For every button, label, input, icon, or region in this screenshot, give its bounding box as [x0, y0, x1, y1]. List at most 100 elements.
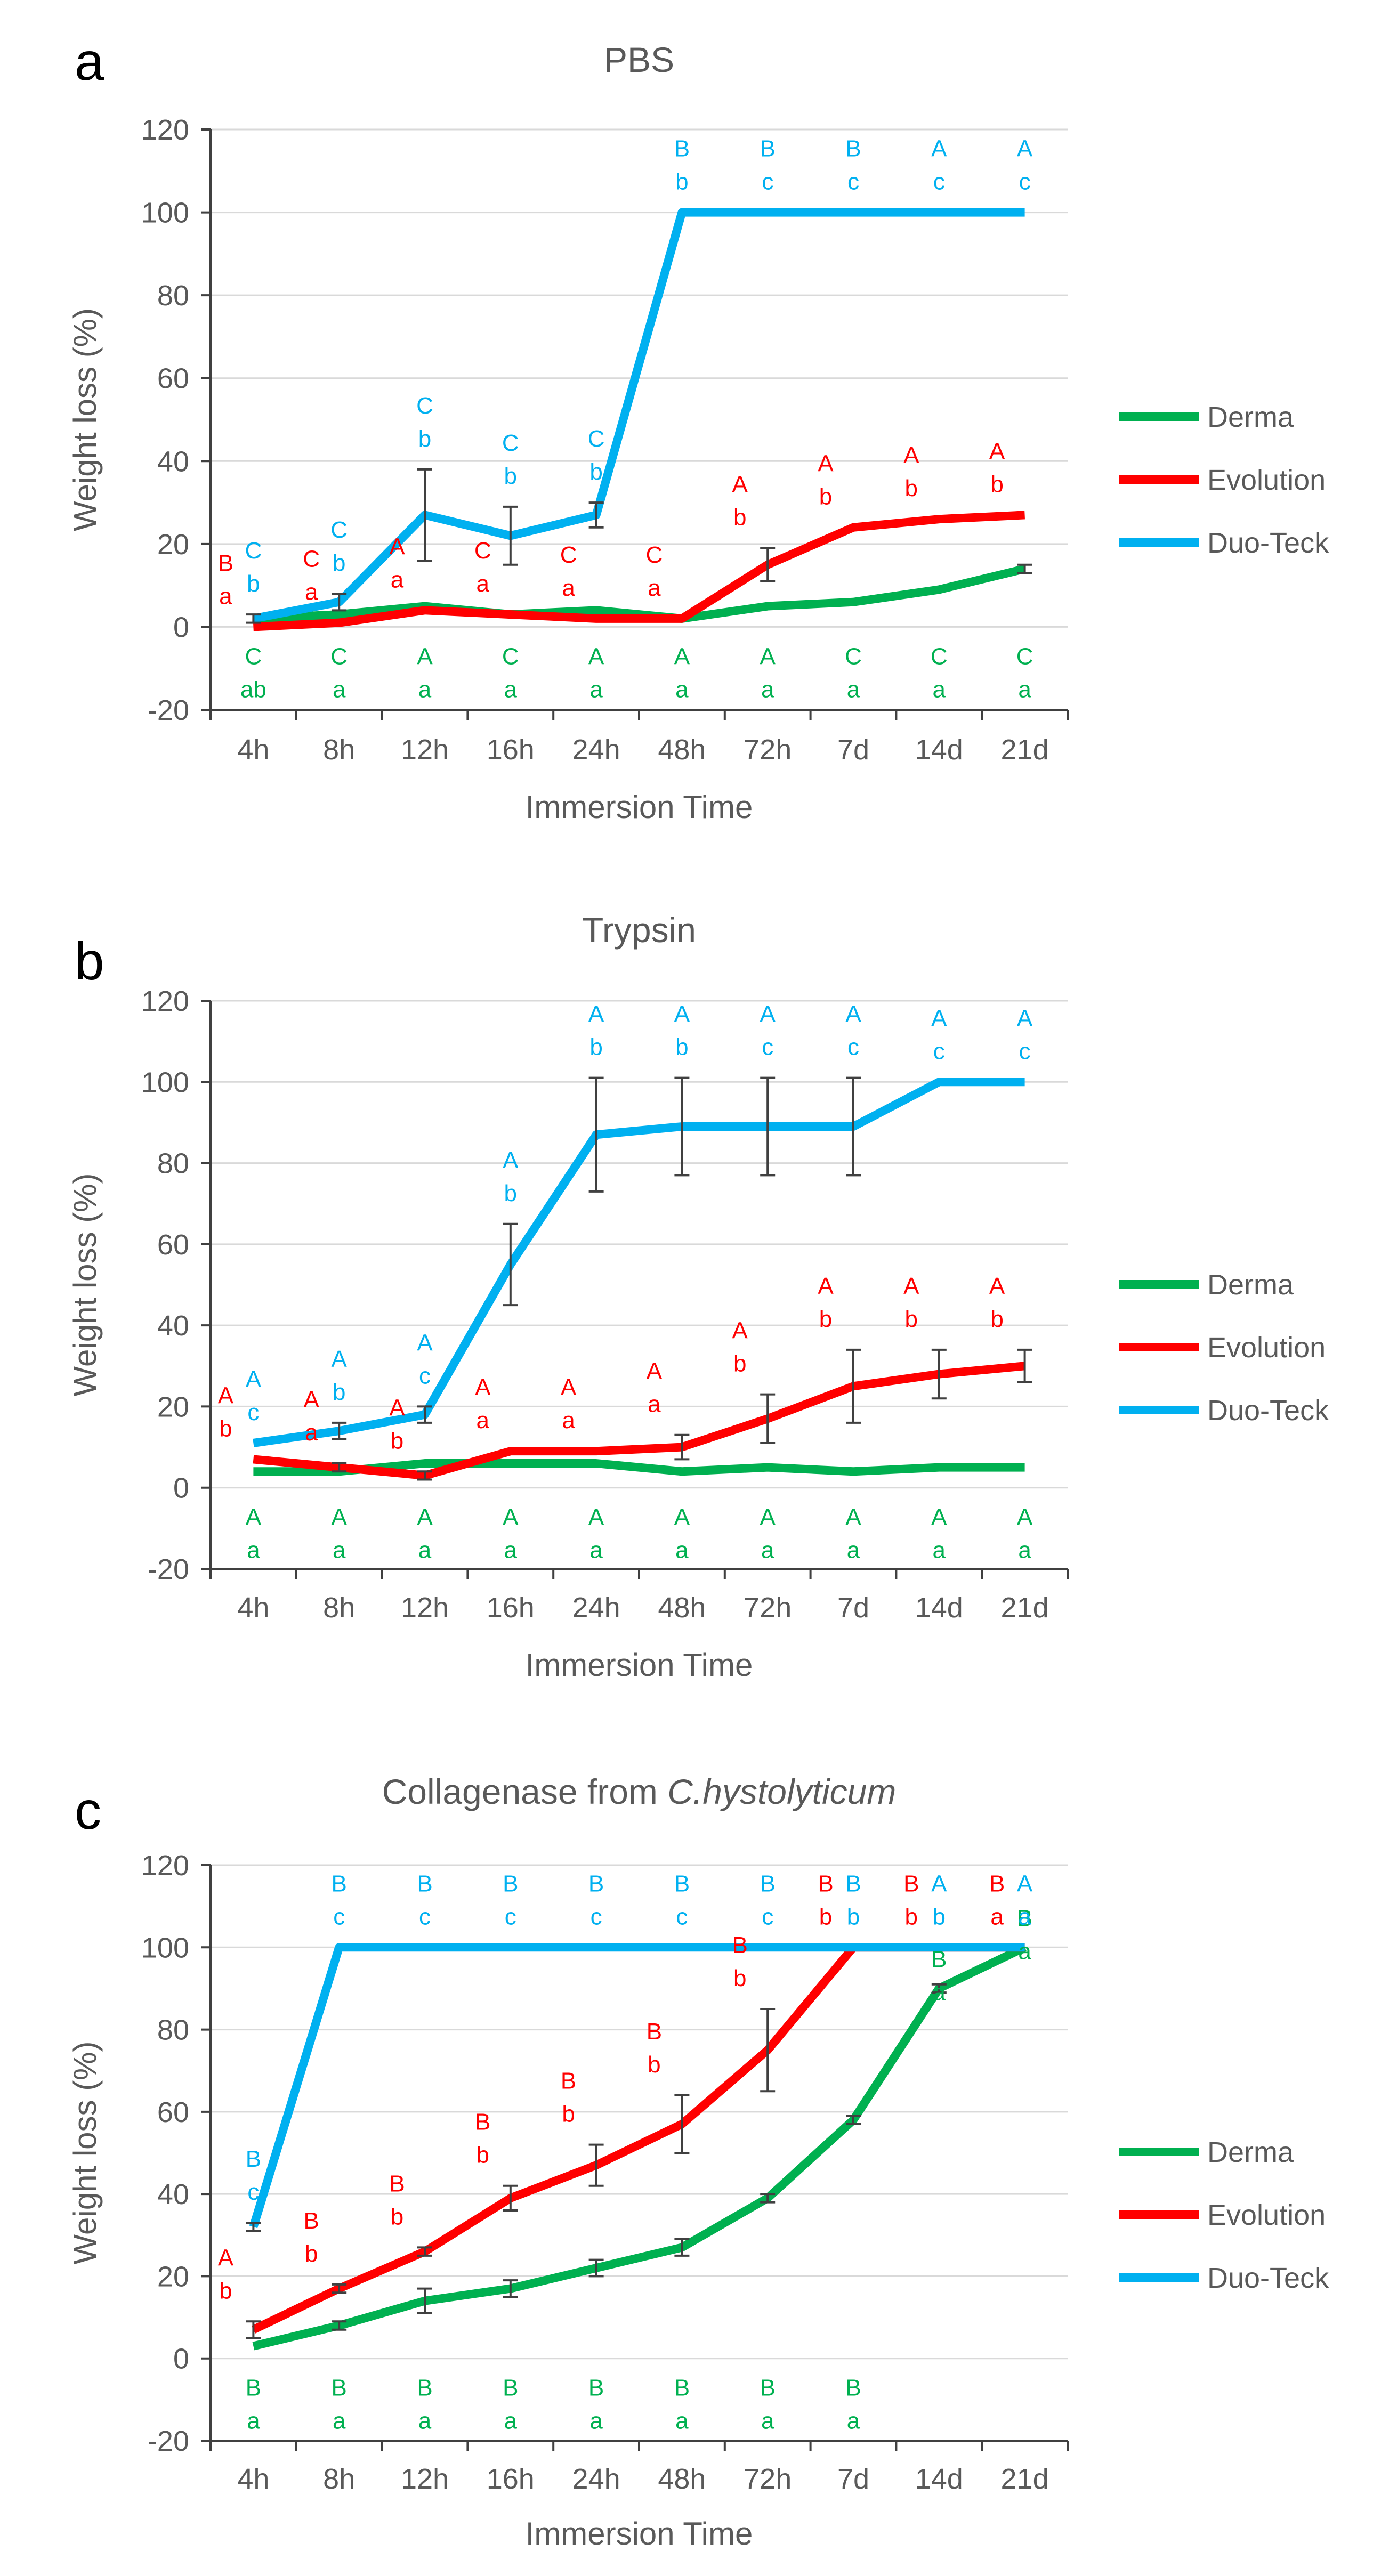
data-point-derma — [939, 1467, 940, 1468]
significance-label-lower: a — [1018, 1938, 1031, 1964]
panel-letter: a — [75, 32, 104, 92]
significance-label-upper: B — [246, 2146, 261, 2172]
significance-label-lower: b — [247, 571, 260, 597]
y-axis-label: Weight loss (%) — [67, 1173, 103, 1396]
data-point-duo-teck — [253, 1443, 254, 1444]
significance-label-upper: B — [332, 2375, 347, 2401]
data-point-derma — [853, 2119, 854, 2120]
x-tick-label: 16h — [487, 1592, 535, 1624]
series-line-duo-teck — [253, 1078, 1025, 1447]
y-tick-label: 0 — [173, 1472, 189, 1504]
x-tick-label: 21d — [1001, 734, 1049, 766]
data-point-evolution — [338, 1467, 340, 1468]
significance-label-upper: A — [818, 1273, 834, 1299]
data-point-duo-teck — [767, 212, 768, 213]
significance-label-upper: A — [732, 1318, 748, 1344]
significance-label-lower: a — [648, 575, 661, 601]
data-point-evolution — [1024, 514, 1025, 515]
significance-label-upper: A — [903, 442, 919, 468]
significance-label-lower: a — [675, 2408, 689, 2434]
legend-label-duo-teck: Duo-Teck — [1207, 527, 1329, 559]
data-point-derma — [424, 1463, 425, 1464]
x-tick-label: 72h — [744, 2463, 792, 2495]
significance-label-upper: C — [845, 643, 862, 669]
significance-label-upper: B — [674, 1870, 690, 1897]
significance-label-lower: a — [333, 2408, 346, 2434]
legend-label-duo-teck: Duo-Teck — [1207, 2262, 1329, 2294]
significance-label-upper: A — [931, 136, 947, 162]
data-point-derma — [253, 1471, 254, 1472]
x-tick-label: 14d — [915, 1592, 963, 1624]
significance-label-lower: c — [847, 1034, 859, 1060]
significance-label-upper: C — [330, 643, 348, 669]
data-point-derma — [338, 614, 340, 615]
significance-label-lower: a — [675, 1537, 689, 1564]
significance-label-lower: a — [477, 571, 490, 597]
data-point-derma — [767, 2198, 768, 2199]
significance-label-upper: A — [503, 1147, 519, 1173]
x-tick-label: 48h — [658, 734, 706, 766]
significance-label-upper: A — [732, 472, 748, 498]
data-point-evolution — [338, 622, 340, 623]
significance-label-lower: b — [990, 1306, 1003, 1332]
data-point-evolution — [1024, 1365, 1025, 1366]
x-tick-label: 12h — [401, 734, 449, 766]
significance-label-upper: B — [989, 1870, 1005, 1897]
x-tick-label: 72h — [744, 1592, 792, 1624]
data-point-derma — [767, 1467, 768, 1468]
significance-label-upper: A — [246, 1504, 262, 1530]
significance-label-lower: b — [219, 2278, 232, 2304]
significance-label-upper: B — [304, 2208, 319, 2234]
significance-label-upper: A — [332, 1504, 348, 1530]
significance-label-upper: A — [332, 1346, 348, 1372]
significance-label-lower: b — [477, 2142, 489, 2168]
legend-label-derma: Derma — [1207, 401, 1294, 433]
significance-label-upper: B — [760, 2375, 776, 2401]
data-point-derma — [1024, 569, 1025, 570]
data-point-derma — [853, 602, 854, 603]
significance-label-lower: a — [1018, 1903, 1031, 1930]
significance-label-upper: B — [818, 1870, 833, 1897]
x-tick-label: 8h — [323, 1592, 355, 1624]
significance-label-lower: b — [648, 2052, 660, 2078]
significance-label-lower: b — [589, 1034, 602, 1060]
significance-label-lower: c — [933, 1038, 945, 1064]
significance-label-lower: a — [333, 676, 346, 702]
data-point-derma — [681, 1471, 682, 1472]
significance-label-lower: a — [418, 2408, 432, 2434]
data-point-evolution — [424, 2251, 425, 2252]
legend-label-derma: Derma — [1207, 1269, 1294, 1301]
significance-label-lower: b — [990, 471, 1003, 497]
data-point-derma — [510, 2288, 511, 2289]
significance-label-lower: a — [761, 676, 774, 702]
significance-label-upper: A — [246, 1366, 262, 1392]
significance-label-upper: A — [989, 438, 1005, 464]
data-point-duo-teck — [767, 1126, 768, 1127]
y-tick-label: 20 — [157, 2261, 189, 2293]
significance-label-upper: B — [503, 2375, 518, 2401]
data-point-duo-teck — [510, 1264, 511, 1265]
x-tick-label: 4h — [237, 734, 269, 766]
significance-label-upper: C — [245, 538, 262, 564]
significance-label-lower: a — [933, 1537, 946, 1564]
significance-label-upper: A — [503, 1504, 519, 1530]
significance-label-lower: b — [675, 1034, 688, 1060]
chart-title-text: Trypsin — [582, 910, 696, 950]
series-line-evolution — [253, 511, 1025, 631]
chart-title-text: PBS — [604, 40, 674, 79]
y-tick-label: 120 — [141, 114, 189, 146]
data-point-evolution — [939, 1374, 940, 1375]
significance-label-lower: a — [418, 1537, 432, 1564]
data-point-duo-teck — [510, 535, 511, 536]
data-point-derma — [338, 2325, 340, 2326]
significance-label-lower: c — [762, 1903, 773, 1930]
significance-label-lower: a — [847, 676, 860, 702]
data-point-duo-teck — [596, 1134, 597, 1135]
significance-label-lower: c — [676, 1903, 688, 1930]
data-point-derma — [596, 2267, 597, 2269]
significance-label-lower: a — [562, 575, 575, 601]
y-tick-label: 60 — [157, 2096, 189, 2128]
chart-panel-c: c Collagenase from C.hystolyticum -20 0 20 40… — [67, 1772, 1329, 2551]
significance-label-lower: b — [504, 1180, 517, 1206]
significance-label-lower: a — [1018, 1537, 1031, 1564]
